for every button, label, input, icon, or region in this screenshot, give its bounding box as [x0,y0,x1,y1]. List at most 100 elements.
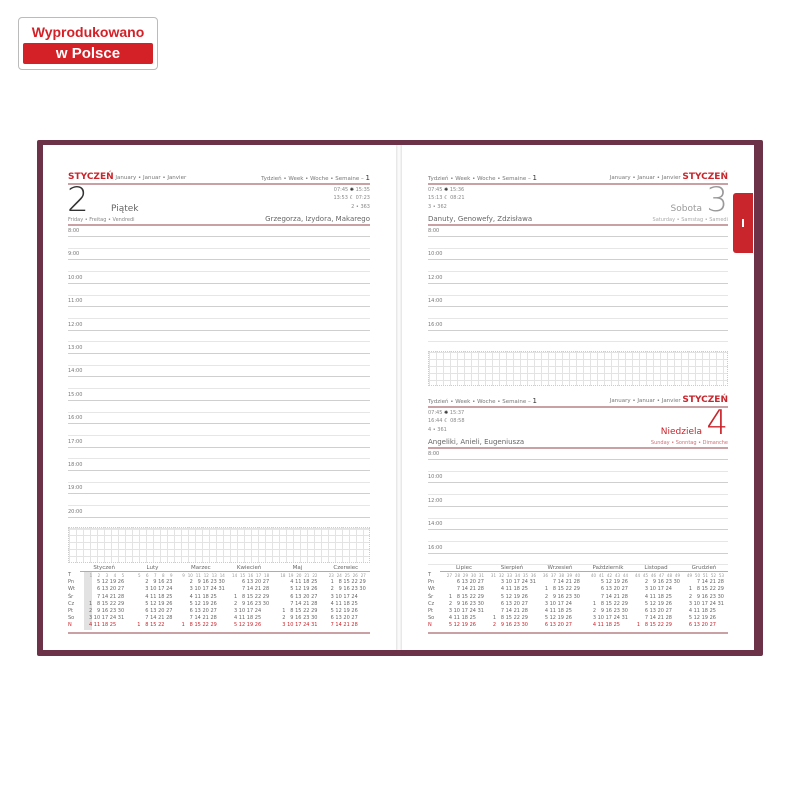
calendar-day[interactable]: 7 [189,615,193,622]
calendar-day[interactable]: 26 [709,615,716,622]
calendar-day[interactable]: 28 [166,615,173,622]
calendar-day[interactable]: 14 [649,615,656,622]
calendar-day[interactable] [684,579,692,586]
calendar-day[interactable] [476,622,484,629]
calendar-day[interactable]: 7 [552,579,556,586]
calendar-day[interactable] [528,622,536,629]
calendar-day[interactable]: 20 [657,607,664,614]
writing-line[interactable] [428,259,728,261]
calendar-day[interactable] [528,601,536,608]
calendar-day[interactable]: 29 [665,622,672,629]
calendar-day[interactable]: 3 [330,593,334,600]
calendar-day[interactable]: 28 [665,615,672,622]
calendar-day[interactable]: 24 [613,615,620,622]
calendar-day[interactable]: 19 [303,586,310,593]
calendar-day[interactable]: 28 [351,622,358,629]
calendar-day[interactable]: 25 [254,615,262,622]
calendar-day[interactable]: 13 [605,586,612,593]
calendar-day[interactable]: 29 [311,607,318,614]
calendar-day[interactable]: 7 [145,615,149,622]
calendar-day[interactable]: 19 [657,600,664,607]
calendar-day[interactable]: 24 [351,593,358,600]
calendar-day[interactable]: 3 [644,586,648,593]
calendar-day[interactable]: 19 [557,615,564,622]
calendar-day[interactable]: 28 [117,593,125,600]
calendar-day[interactable]: 15 [461,593,468,600]
calendar-day[interactable]: 23 [665,579,672,586]
calendar-day[interactable]: 6 [290,593,294,600]
calendar-day[interactable]: 17 [513,579,520,586]
calendar-day[interactable]: 21 [343,622,350,629]
calendar-day[interactable]: 26 [166,600,173,607]
calendar-day[interactable]: 15 [150,622,157,629]
calendar-day[interactable]: 4 [330,600,334,607]
calendar-day[interactable] [261,615,269,622]
calendar-day[interactable] [217,601,225,608]
writing-line[interactable] [428,341,728,343]
calendar-day[interactable]: 26 [469,622,476,629]
calendar-day[interactable]: 9 [456,600,460,607]
calendar-day[interactable] [132,615,140,622]
calendar-day[interactable]: 5 [233,622,238,629]
calendar-day[interactable] [116,622,124,629]
calendar-day[interactable]: 26 [565,615,572,622]
calendar-day[interactable]: 2 [145,579,149,586]
calendar-day[interactable]: 31 [717,600,724,607]
calendar-day[interactable]: 12 [549,615,556,622]
calendar-day[interactable]: 9 [338,586,342,593]
calendar-day[interactable]: 20 [202,607,209,614]
calendar-day[interactable]: 9 [696,593,700,600]
writing-line[interactable] [428,482,728,484]
calendar-day[interactable]: 1 [544,586,548,593]
calendar-day[interactable]: 25 [311,579,318,586]
writing-line[interactable] [68,516,370,518]
calendar-day[interactable] [528,608,536,615]
calendar-day[interactable]: 10 [238,607,246,614]
calendar-day[interactable]: 16 [101,607,109,614]
calendar-day[interactable]: 15 [101,600,109,607]
calendar-day[interactable] [632,615,640,622]
calendar-day[interactable]: 13 [295,593,302,600]
calendar-day[interactable] [444,579,452,586]
calendar-day[interactable]: 11 [549,607,556,614]
calendar-day[interactable]: 20 [343,615,350,622]
calendar-day[interactable]: 31 [621,615,628,622]
calendar-day[interactable]: 19 [461,622,468,629]
calendar-day[interactable]: 11 [150,593,157,600]
calendar-day[interactable] [358,615,366,622]
calendar-day[interactable]: 30 [218,579,225,586]
calendar-day[interactable]: 12 [453,622,460,629]
calendar-day[interactable]: 20 [469,579,476,586]
calendar-day[interactable]: 1 [492,615,496,622]
calendar-day[interactable]: 23 [613,607,620,614]
calendar-day[interactable]: 18 [701,607,708,614]
calendar-day[interactable]: 13 [101,586,109,593]
calendar-day[interactable]: 11 [93,622,101,629]
calendar-day[interactable]: 2 [592,607,596,614]
calendar-day[interactable]: 12 [693,615,700,622]
calendar-day[interactable]: 10 [335,593,342,600]
calendar-day[interactable]: 14 [246,586,254,593]
calendar-day[interactable] [277,586,285,593]
calendar-day[interactable] [672,615,680,622]
calendar-day[interactable]: 16 [202,579,209,586]
calendar-day[interactable]: 18 [513,586,520,593]
calendar-day[interactable]: 24 [210,586,217,593]
calendar-day[interactable]: 21 [613,593,620,600]
calendar-day[interactable]: 22 [303,607,310,614]
calendar-day[interactable]: 21 [202,615,209,622]
calendar-day[interactable]: 15 [605,600,612,607]
calendar-day[interactable]: 15 [295,607,302,614]
calendar-day[interactable]: 1 [137,622,141,629]
calendar-day[interactable]: 28 [210,615,217,622]
calendar-day[interactable]: 20 [158,607,165,614]
calendar-day[interactable]: 6 [456,579,460,586]
calendar-day[interactable]: 12 [335,607,342,614]
calendar-day[interactable]: 15 [701,586,708,593]
calendar-day[interactable]: 9 [290,615,294,622]
calendar-day[interactable]: 13 [150,607,157,614]
calendar-day[interactable]: 22 [565,586,572,593]
calendar-day[interactable]: 31 [218,586,225,593]
calendar-day[interactable]: 19 [513,593,520,600]
calendar-day[interactable]: 1 [330,579,334,586]
